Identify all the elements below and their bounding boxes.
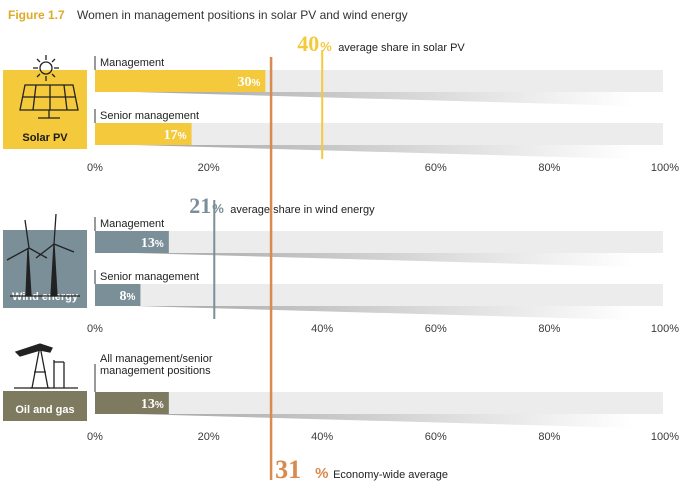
bar — [95, 231, 169, 253]
figure-label: Figure 1.7 — [8, 8, 65, 22]
bar-value-label: 30% — [237, 75, 260, 90]
x-tick-label: 0% — [87, 162, 103, 174]
category-label: Oil and gas — [15, 404, 74, 416]
average-share-value: 21 — [189, 193, 211, 218]
bar-category-label: Senior management — [100, 271, 199, 283]
bar — [95, 284, 141, 306]
bar-shadow — [135, 253, 633, 267]
bar-shadow — [135, 414, 633, 428]
wind-turbine-icon — [6, 213, 80, 297]
average-share-label: average share in wind energy — [230, 204, 375, 216]
x-tick-label: 80% — [538, 431, 560, 443]
x-tick-label: 40% — [311, 323, 333, 335]
bar-track — [95, 284, 663, 306]
bar-track — [95, 231, 663, 253]
bar-value-label: 8% — [120, 289, 136, 304]
solar-panel-icon — [19, 55, 79, 119]
category-box — [3, 230, 87, 308]
x-tick-label: 60% — [425, 323, 447, 335]
x-tick-label: 20% — [198, 162, 220, 174]
bar-track — [95, 392, 663, 414]
average-share-value: 40 — [297, 31, 319, 56]
x-tick-label: 80% — [538, 323, 560, 335]
bar-value-label: 17% — [164, 128, 187, 143]
bar-category-label: All management/senior — [100, 353, 213, 365]
bar-shadow — [135, 306, 633, 320]
x-tick-label: 60% — [425, 162, 447, 174]
x-tick-label: 100% — [651, 431, 679, 443]
bar — [95, 123, 192, 145]
x-tick-label: 80% — [538, 162, 560, 174]
economy-average-value: 31 — [275, 455, 301, 483]
bar-track — [95, 123, 663, 145]
average-share-percent: % — [320, 39, 332, 54]
oil-pump-icon — [14, 343, 78, 389]
category-label: Wind energy — [12, 291, 79, 303]
x-tick-label: 0% — [87, 323, 103, 335]
bar-category-label: Senior management — [100, 110, 199, 122]
bar-category-label: Management — [100, 57, 164, 69]
x-tick-label: 60% — [425, 431, 447, 443]
bar-shadow — [135, 145, 633, 159]
bar — [95, 70, 266, 92]
bar-category-label: management positions — [100, 365, 211, 377]
x-tick-label: 100% — [651, 323, 679, 335]
x-tick-label: 100% — [651, 162, 679, 174]
bar-category-label: Management — [100, 218, 164, 230]
bar-value-label: 13% — [141, 236, 164, 251]
average-share-percent: % — [212, 201, 224, 216]
economy-average-percent: % — [315, 465, 328, 482]
bar-shadow — [135, 92, 633, 106]
average-share-label: average share in solar PV — [338, 42, 465, 54]
category-label: Solar PV — [22, 132, 68, 144]
x-tick-label: 20% — [198, 431, 220, 443]
x-tick-label: 0% — [87, 431, 103, 443]
bar-value-label: 13% — [141, 397, 164, 412]
x-tick-label: 40% — [311, 431, 333, 443]
category-box — [3, 391, 87, 421]
economy-average-label: Economy-wide average — [333, 469, 448, 481]
bar — [95, 392, 169, 414]
figure-title: Women in management positions in solar P… — [77, 8, 408, 22]
